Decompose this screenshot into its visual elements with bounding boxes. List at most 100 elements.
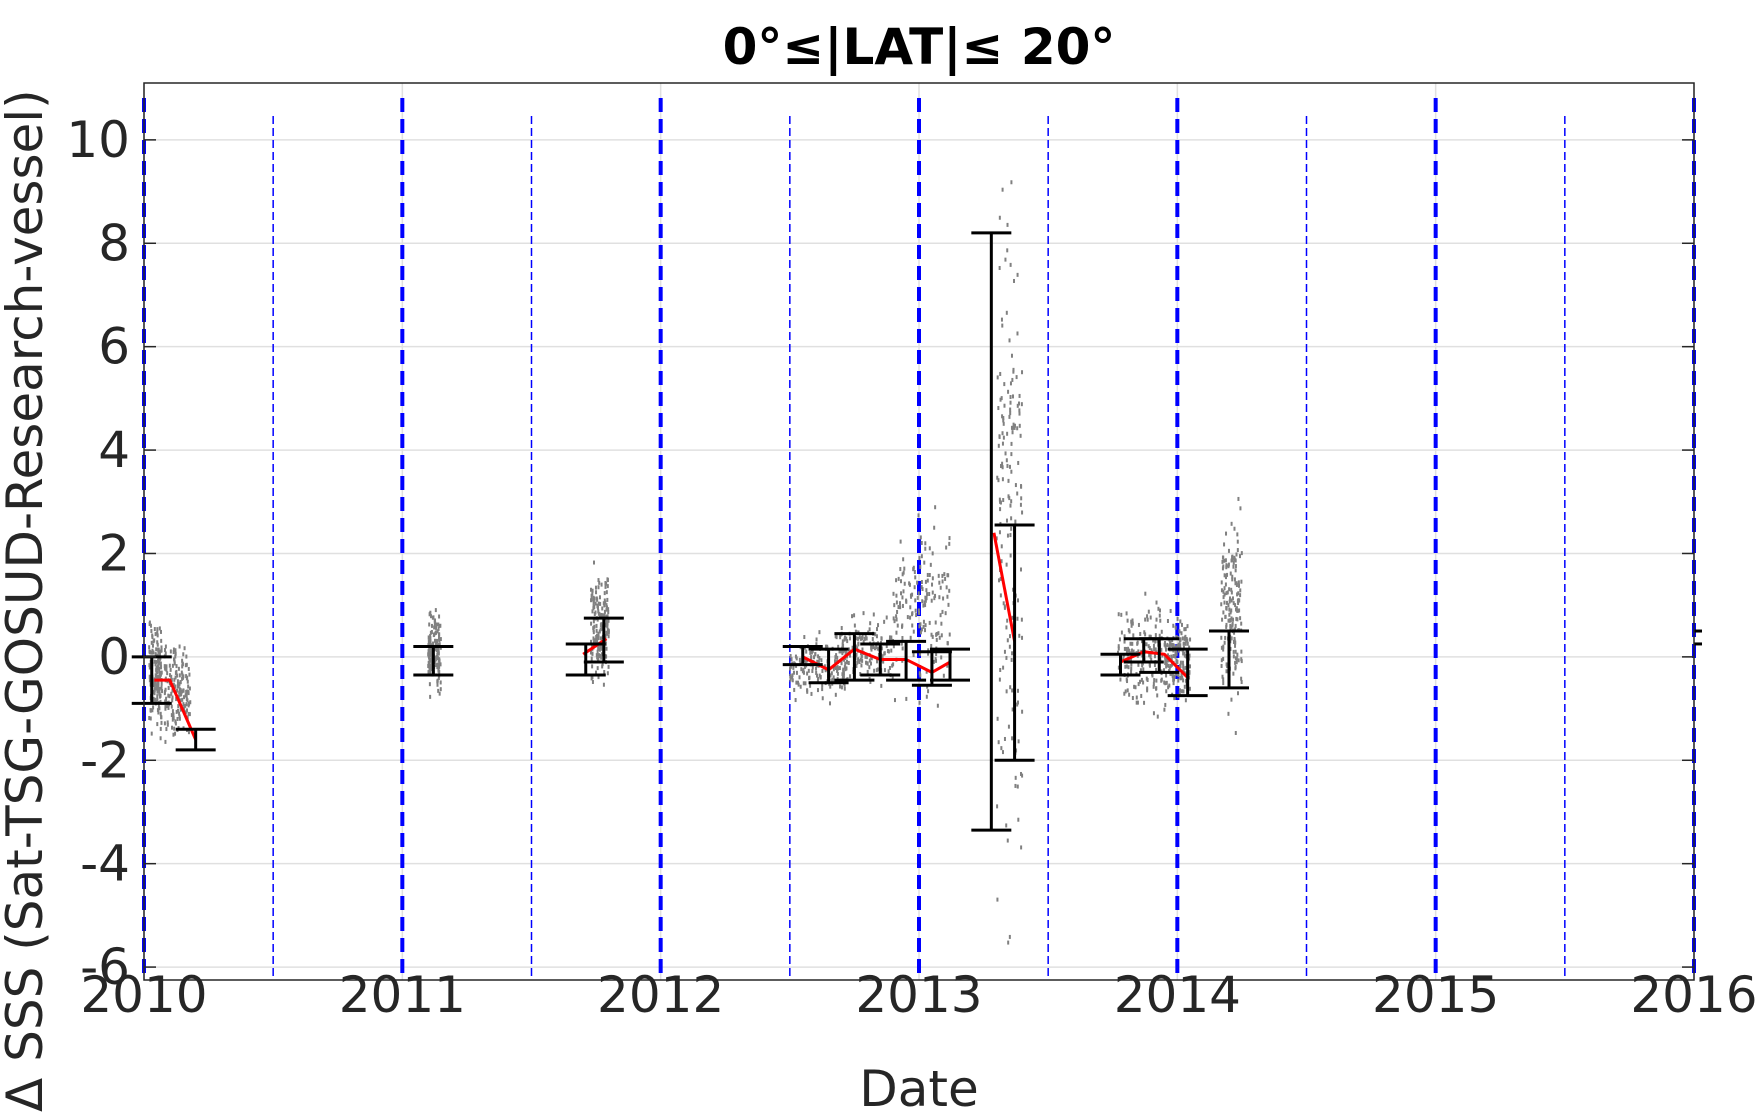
- y-tick-label: -6: [80, 938, 130, 996]
- raw-data-point: [1001, 323, 1004, 328]
- raw-data-point: [919, 630, 922, 635]
- raw-data-point: [592, 560, 595, 565]
- raw-data-point: [189, 700, 192, 705]
- raw-data-point: [1224, 558, 1227, 563]
- raw-data-point: [1130, 662, 1133, 667]
- raw-data-point: [178, 711, 181, 716]
- raw-data-point: [604, 584, 607, 589]
- raw-data-point: [166, 720, 169, 725]
- raw-data-point: [938, 580, 941, 585]
- x-tick-label: 2016: [1630, 966, 1757, 1024]
- raw-data-point: [601, 625, 604, 630]
- raw-data-point: [1019, 771, 1022, 776]
- raw-data-point: [1234, 558, 1237, 563]
- raw-data-point: [1132, 633, 1135, 638]
- raw-data-point: [600, 636, 603, 641]
- raw-data-point: [1165, 689, 1168, 694]
- raw-data-point: [902, 589, 905, 594]
- x-tick-label: 2011: [339, 966, 466, 1024]
- raw-data-point: [995, 536, 998, 541]
- raw-data-point: [912, 653, 915, 658]
- raw-data-point: [1133, 684, 1136, 689]
- raw-data-point: [903, 566, 906, 571]
- raw-data-point: [939, 585, 942, 590]
- raw-data-point: [1005, 689, 1008, 694]
- raw-data-point: [937, 573, 940, 578]
- raw-data-point: [1169, 608, 1172, 613]
- raw-data-point: [1164, 681, 1167, 686]
- raw-data-point: [1156, 714, 1159, 719]
- raw-data-point: [946, 641, 949, 646]
- raw-data-point: [910, 594, 913, 599]
- raw-data-point: [920, 540, 923, 545]
- raw-data-point: [866, 661, 869, 666]
- raw-data-point: [174, 719, 177, 724]
- raw-data-point: [1125, 611, 1128, 616]
- raw-data-point: [856, 646, 859, 651]
- raw-data-point: [1188, 686, 1191, 691]
- raw-data-point: [1182, 651, 1185, 656]
- raw-data-point: [163, 664, 166, 669]
- raw-data-point: [1222, 681, 1225, 686]
- raw-data-point: [150, 640, 153, 645]
- raw-data-point: [1152, 643, 1155, 648]
- raw-data-point: [594, 601, 597, 606]
- raw-data-point: [188, 686, 191, 691]
- raw-data-point: [875, 645, 878, 650]
- raw-data-point: [999, 397, 1002, 402]
- error-bars: [131, 231, 1702, 832]
- raw-data-point: [170, 704, 173, 709]
- raw-data-point: [1123, 634, 1126, 639]
- raw-data-point: [1177, 673, 1180, 678]
- raw-data-point: [439, 687, 442, 692]
- raw-data-point: [1237, 591, 1240, 596]
- raw-data-point: [1007, 724, 1010, 729]
- raw-data-point: [840, 685, 843, 690]
- raw-data-point: [1177, 642, 1180, 647]
- raw-data-point: [1221, 555, 1224, 560]
- raw-data-point: [597, 646, 600, 651]
- raw-data-point: [1001, 441, 1004, 446]
- raw-data-point: [1152, 681, 1155, 686]
- raw-data-point: [1179, 664, 1182, 669]
- raw-data-point: [592, 595, 595, 600]
- raw-data-point: [151, 643, 154, 648]
- raw-data-point: [158, 669, 161, 674]
- raw-data-point: [1008, 644, 1011, 649]
- raw-data-point: [1130, 666, 1133, 671]
- y-tick-label: 6: [98, 318, 130, 376]
- raw-data-point: [183, 707, 186, 712]
- raw-data-point: [1237, 496, 1240, 501]
- raw-data-point: [164, 706, 167, 711]
- raw-data-point: [1018, 633, 1021, 638]
- raw-data-point: [1001, 414, 1004, 419]
- raw-data-point: [916, 595, 919, 600]
- raw-data-point: [880, 683, 883, 688]
- raw-data-point: [1149, 634, 1152, 639]
- raw-data-point: [179, 680, 182, 685]
- raw-data-point: [435, 638, 438, 643]
- raw-data-point: [791, 678, 794, 683]
- raw-data-point: [1019, 502, 1022, 507]
- raw-data-point: [433, 632, 436, 637]
- raw-data-point: [432, 615, 435, 620]
- raw-data-point: [1146, 617, 1149, 622]
- raw-data-point: [1144, 617, 1147, 622]
- raw-data-point: [591, 651, 594, 656]
- raw-data-point: [816, 688, 819, 693]
- raw-data-point: [435, 622, 438, 627]
- raw-data-point: [597, 644, 600, 649]
- raw-data-point: [928, 573, 931, 578]
- raw-data-point: [1149, 615, 1152, 620]
- raw-data-point: [882, 659, 885, 664]
- raw-data-point: [862, 639, 865, 644]
- raw-data-point: [818, 673, 821, 678]
- raw-data-point: [595, 637, 598, 642]
- y-axis-label: Δ SSS (Sat-TSG-GOSUD-Research-vessel): [0, 89, 54, 1112]
- raw-data-point: [1153, 646, 1156, 651]
- raw-data-point: [837, 644, 840, 649]
- raw-data-point: [1234, 581, 1237, 586]
- raw-data-point: [164, 687, 167, 692]
- raw-data-point: [935, 632, 938, 637]
- raw-data-point: [1185, 638, 1188, 643]
